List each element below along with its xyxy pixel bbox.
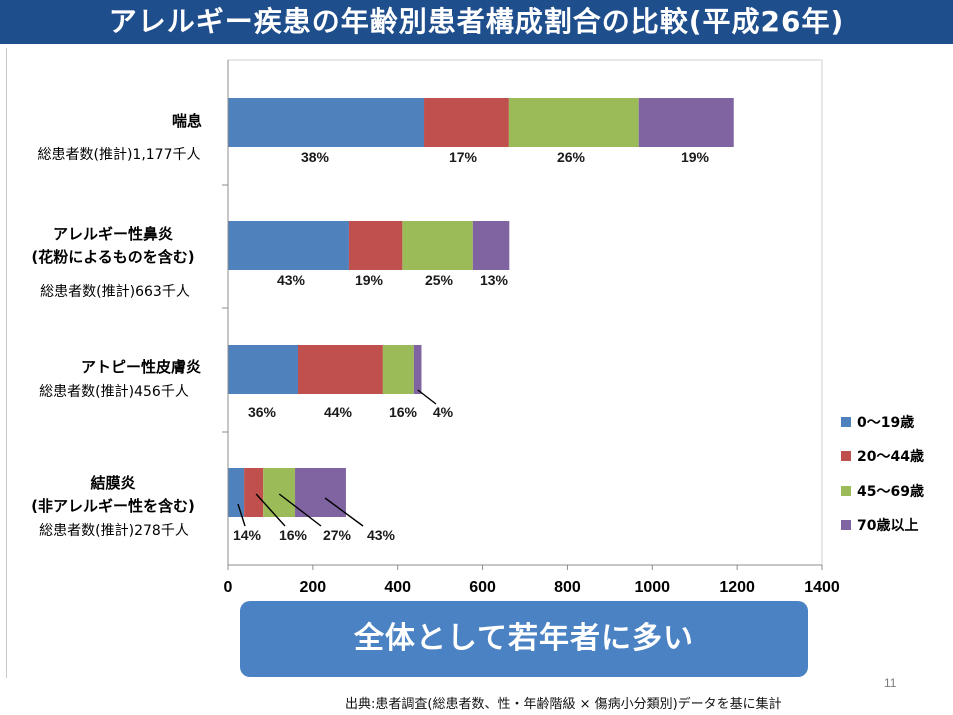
percent-label: 43% [367,527,396,543]
category-total: 総患者数(推計)663千人 [40,284,190,300]
callout-line [324,497,364,527]
source-note: 出典:患者調査(総患者数、性・年齢階級 × 傷病小分類別)データを基に集計 [345,697,782,712]
percent-label: 43% [277,272,306,288]
x-tick-label: 1200 [719,579,755,596]
percent-label: 26% [557,149,586,165]
x-tick-label: 800 [554,579,581,596]
page-number: 11 [884,676,897,690]
legend-swatch [841,417,851,427]
bar-segment [298,345,383,394]
category-name: (非アレルギー性を含む) [31,497,195,515]
x-tick-label: 0 [224,579,233,596]
category-total: 総患者数(推計)456千人 [39,384,189,400]
left-divider [6,48,7,678]
bar-segment [263,468,296,517]
x-tick-label: 200 [300,579,327,596]
category-total: 総患者数(推計)278千人 [39,523,189,539]
legend-label: 45〜69歳 [857,483,924,500]
percent-label: 19% [681,149,710,165]
percent-label: 19% [355,272,384,288]
legend-swatch [841,520,851,530]
percent-label: 13% [480,272,509,288]
bar-segment [348,221,403,270]
summary-banner: 全体として若年者に多い [240,601,808,677]
slide-title: アレルギー疾患の年齢別患者構成割合の比較(平成26年) [0,0,953,44]
percent-label: 4% [433,404,454,420]
bar-segment [228,468,245,517]
category-total: 総患者数(推計)1,177千人 [37,147,200,163]
callout-line [278,493,322,527]
x-tick-label: 1400 [804,579,840,596]
percent-label: 27% [323,527,352,543]
category-name: (花粉によるものを含む) [31,248,194,266]
bar-segment [228,98,425,147]
category-name: 結膜炎 [90,474,135,492]
bar-segment [508,98,639,147]
bar-segment [413,345,422,394]
percent-label: 44% [324,404,353,420]
percent-label: 36% [248,404,277,420]
stacked-bar-chart: 38% 17% 26% 19% 43% 19% 25% 13% 36% 44% 16% 4% 14% 16… [31,59,924,596]
callout-line [417,389,437,405]
x-tick-label: 600 [469,579,496,596]
bar-segment [295,468,346,517]
bar-segment [638,98,734,147]
percent-label: 16% [279,527,308,543]
legend-label: 0〜19歳 [857,414,914,431]
percent-label: 25% [425,272,454,288]
bar-segment [402,221,473,270]
legend-label: 20〜44歳 [857,448,924,465]
legend-swatch [841,486,851,496]
percent-label: 38% [301,149,330,165]
percent-label: 17% [449,149,478,165]
x-tick-label: 1000 [634,579,670,596]
category-name: 喘息 [172,112,202,130]
percent-label: 14% [233,527,262,543]
bar-segment [228,221,349,270]
percent-label: 16% [389,404,418,420]
bar-segment [228,345,299,394]
category-name: アレルギー性鼻炎 [53,225,173,243]
x-tick-label: 400 [384,579,411,596]
callout-line [255,493,286,527]
bar-segment [382,345,414,394]
legend-label: 70歳以上 [857,517,918,534]
bar-segment [244,468,264,517]
callout-line [237,503,246,527]
bar-segment [424,98,509,147]
legend-swatch [841,451,851,461]
category-name: アトピー性皮膚炎 [81,358,201,376]
bar-segment [472,221,510,270]
